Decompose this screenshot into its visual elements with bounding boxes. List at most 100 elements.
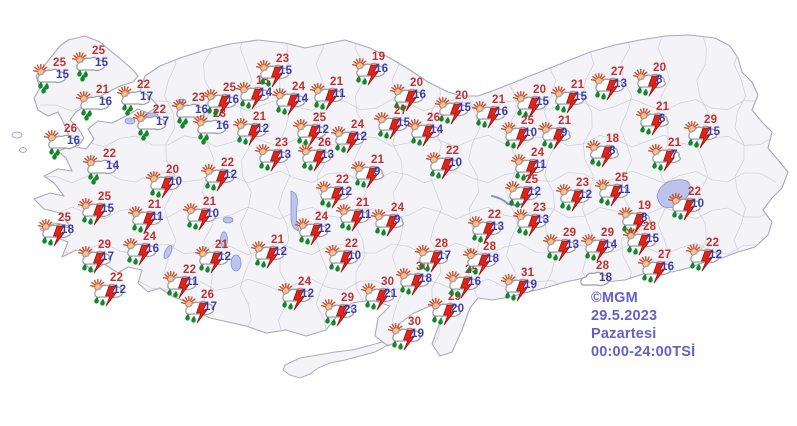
- lightning-bolt-glyph: [198, 209, 210, 231]
- station-lo-temp: 14: [295, 93, 309, 105]
- raindrop-glyph: [320, 198, 325, 206]
- raindrop-glyph: [77, 69, 82, 77]
- raindrop-glyph: [138, 128, 143, 136]
- lightning-bolt-glyph: [405, 90, 417, 112]
- lightning-bolt-glyph: [422, 125, 434, 147]
- raindrop-glyph: [335, 143, 340, 151]
- weather-station: 25 15: [71, 45, 108, 82]
- raindrop-glyph: [375, 226, 380, 234]
- station-hi-temp: 31: [521, 267, 535, 279]
- station-hi-temp: 20: [455, 90, 469, 102]
- lightning-bolt-glyph: [651, 114, 663, 136]
- weather-station: 25 18: [37, 212, 74, 249]
- station-lo-temp: 16: [146, 243, 160, 255]
- station-hi-temp: 22: [110, 272, 124, 284]
- station-lo-temp: 15: [707, 126, 721, 138]
- weather-station: 22 17: [132, 104, 169, 141]
- thunderstorm-icon: [271, 87, 305, 116]
- raindrop-glyph: [591, 253, 596, 261]
- lightning-bolt-glyph: [351, 210, 363, 232]
- station-hi-temp: 18: [606, 133, 620, 145]
- station-lo-temp: 15: [536, 96, 550, 108]
- thunderstorm-icon: [324, 244, 358, 273]
- weather-station: 27 13: [590, 66, 627, 103]
- lightning-bolt-glyph: [367, 64, 379, 86]
- station-hi-temp: 21: [371, 154, 385, 166]
- station-hi-temp: 28: [483, 241, 497, 253]
- thunderstorm-icon: [594, 178, 628, 207]
- thunderstorm-icon: [462, 247, 496, 276]
- station-hi-temp: 25: [615, 172, 629, 184]
- weather-station: 22 12: [685, 237, 722, 274]
- raindrop-glyph: [88, 265, 93, 273]
- cloud-glyph: [580, 271, 609, 287]
- weather-station: 29 15: [683, 114, 721, 151]
- station-hi-temp: 21: [492, 94, 506, 106]
- station-hi-temp: 21: [271, 234, 285, 246]
- lightning-bolt-glyph: [648, 75, 660, 97]
- weather-station: 27 16: [637, 249, 674, 286]
- lightning-bolt-glyph: [441, 158, 453, 180]
- station-hi-temp: 26: [201, 289, 215, 301]
- raindrop-glyph: [438, 317, 443, 325]
- station-lo-temp: 9: [561, 127, 568, 139]
- weather-station: 29 20: [427, 291, 464, 328]
- weather-station: 22 10: [667, 186, 704, 223]
- raindrop-glyph: [406, 287, 411, 295]
- rain-shower-icon: [71, 51, 105, 82]
- station-lo-temp: 19: [411, 328, 425, 340]
- weather-station: 20 15: [512, 84, 550, 121]
- raindrop-glyph: [297, 136, 302, 144]
- weather-station: 21 9: [537, 115, 572, 152]
- station-lo-temp: 9: [394, 214, 401, 226]
- raindrop-glyph: [80, 74, 85, 82]
- raindrop-glyph: [445, 116, 450, 124]
- thunderstorm-icon: [512, 208, 546, 237]
- station-lo-temp: 13: [278, 149, 292, 161]
- raindrop-glyph: [180, 121, 185, 129]
- raindrop-glyph: [185, 313, 190, 321]
- raindrop-glyph: [561, 105, 566, 113]
- station-hi-temp: 29: [563, 227, 577, 239]
- station-hi-temp: 21: [148, 199, 162, 211]
- raindrop-glyph: [515, 200, 520, 208]
- lake-tuz: [290, 190, 300, 232]
- raindrop-glyph: [599, 196, 604, 204]
- station-lo-temp: 6: [659, 113, 666, 125]
- raindrop-glyph: [314, 100, 319, 108]
- station-lo-temp: 15: [574, 91, 588, 103]
- raindrop-glyph: [505, 139, 510, 147]
- station-hi-temp: 25: [521, 115, 535, 127]
- lightning-bolt-glyph: [376, 289, 388, 311]
- station-lo-temp: 11: [534, 159, 547, 171]
- station-lo-temp: 12: [354, 131, 368, 143]
- lightning-bolt-glyph: [308, 125, 320, 147]
- province-border-line: [39, 206, 777, 220]
- weather-station: 28 18: [462, 241, 499, 278]
- weather-station: 25 12: [292, 112, 329, 149]
- thunderstorm-icon: [182, 202, 216, 231]
- lightning-bolt-glyph: [516, 128, 528, 150]
- thunderstorm-icon: [406, 118, 440, 147]
- station-lo-temp: 14: [604, 239, 618, 251]
- station-lo-temp: 11: [618, 184, 631, 196]
- weather-station: 24 11: [510, 147, 547, 184]
- lightning-bolt-glyph: [161, 177, 173, 199]
- lightning-bolt-glyph: [178, 277, 190, 299]
- raindrop-glyph: [44, 82, 49, 90]
- weather-station: 21 7: [647, 137, 682, 174]
- weather-station: 1814: [235, 75, 272, 112]
- raindrop-glyph: [38, 81, 43, 89]
- weather-station: 23 13: [512, 202, 549, 239]
- raindrop-glyph: [398, 342, 403, 350]
- raindrop-glyph: [133, 257, 138, 265]
- lightning-bolt-glyph: [386, 215, 398, 237]
- raindrop-glyph: [199, 263, 204, 271]
- station-lo-temp: 10: [449, 157, 463, 169]
- station-hi-temp: 21: [356, 197, 370, 209]
- raindrop-glyph: [331, 318, 336, 326]
- raindrop-glyph: [173, 290, 178, 298]
- lightning-bolt-glyph: [610, 185, 622, 207]
- weather-station: 26 16: [43, 123, 80, 160]
- lightning-bolt-glyph: [520, 187, 532, 209]
